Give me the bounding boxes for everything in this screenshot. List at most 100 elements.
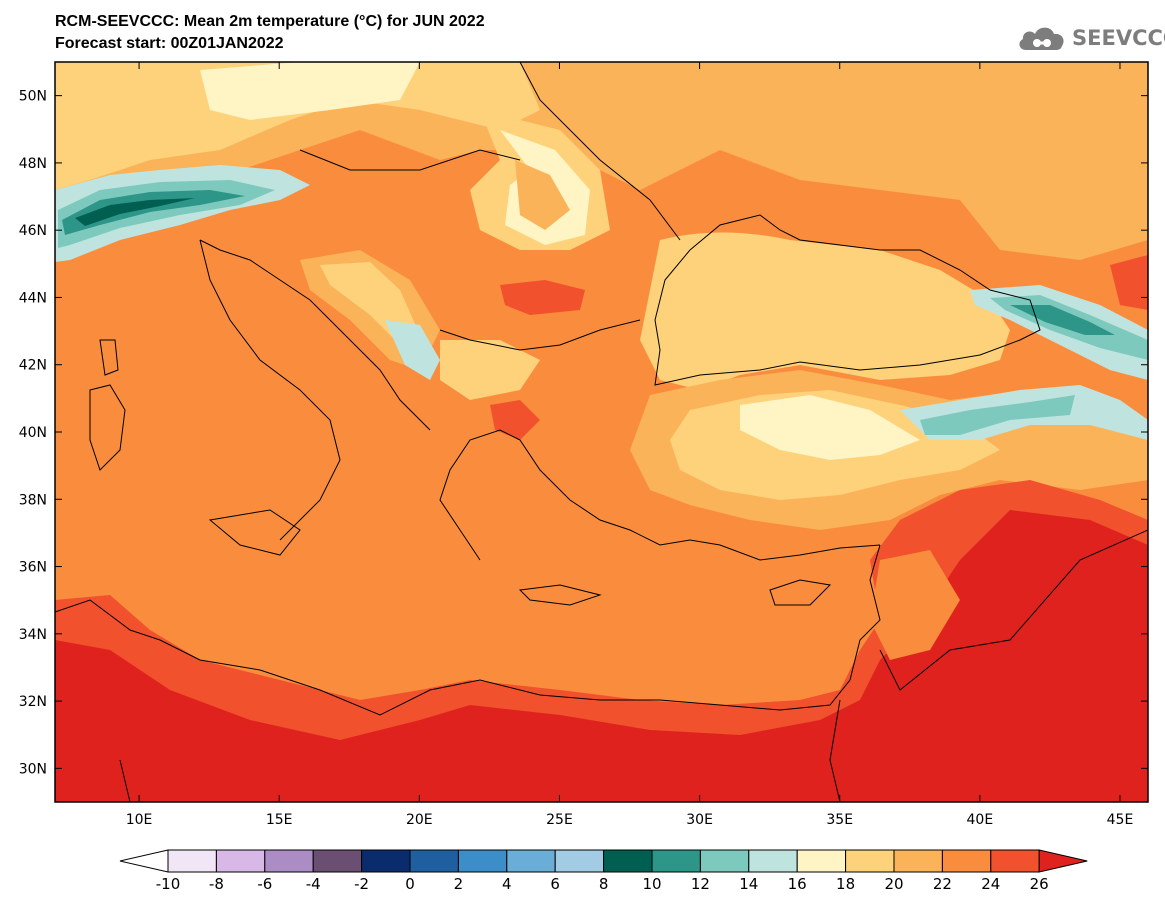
colorbar-swatch [748, 849, 798, 873]
colorbar-label: -6 [257, 875, 272, 893]
colorbar-label: 0 [405, 875, 415, 893]
colorbar-label: 16 [788, 875, 807, 893]
colorbar-swatch [312, 849, 363, 873]
seevccc-logo: SEEVCCC [1016, 20, 1165, 56]
coastline-north-africa [55, 544, 881, 716]
region-18-20-balkan-interior [440, 340, 540, 400]
lat-tick-label: 46N [19, 223, 47, 239]
colorbar-swatch [167, 849, 217, 873]
colorbar-label: 2 [454, 875, 464, 893]
region-26-plus-south [55, 510, 1148, 802]
colorbar-label: 20 [884, 875, 903, 893]
lat-tick-label: 50N [19, 89, 47, 105]
colorbar-label: 22 [933, 875, 952, 893]
colorbar-swatch [796, 849, 847, 873]
map-field [55, 62, 1148, 802]
colorbar-swatch [457, 849, 508, 873]
colorbar-swatch [603, 849, 653, 873]
colorbar-label: 6 [550, 875, 560, 893]
colorbar-swatch [845, 849, 895, 873]
lat-tick-label: 30N [19, 761, 47, 777]
lat-tick-label: 48N [19, 156, 47, 172]
region-14-16-montenegro [385, 320, 440, 380]
region-10-12-alps [62, 190, 245, 235]
colorbar-label: -8 [209, 875, 224, 893]
coastline-corsica [99, 339, 119, 376]
colorbar-swatch [893, 849, 943, 873]
colorbar-swatch [409, 849, 459, 873]
colorbar-label: -10 [156, 875, 181, 893]
border-libya [119, 759, 131, 802]
border-egypt [829, 699, 841, 802]
region-18-20-centraleurope [55, 62, 540, 190]
border-balkans [439, 319, 641, 351]
lat-tick-label: 32N [19, 694, 47, 710]
region-24-26-macedonia [490, 400, 540, 440]
cloud-icon [1019, 27, 1064, 50]
lon-tick-label: 20E [406, 812, 433, 828]
coastline-sardinia [89, 384, 126, 471]
lat-tick-label: 40N [19, 425, 47, 441]
colorbar-label: 12 [691, 875, 710, 893]
colorbar-swatch [699, 849, 750, 873]
axis-ticks: 10E 15E 20E 25E 30E 35E 40E 45E 30N 32N 34N 36N 38N 4… [19, 62, 1148, 828]
colorbar-label: 10 [642, 875, 661, 893]
forecast-start-label: Forecast start: 00Z01JAN2022 [55, 35, 284, 52]
lon-tick-label: 25E [546, 812, 573, 828]
colorbar-swatch [264, 849, 314, 873]
region-10-12-caucasus [1010, 305, 1115, 335]
region-12-14-east-anatolia [920, 395, 1075, 435]
region-20-22-carpathian-basin [515, 160, 570, 230]
lon-tick-label: 10E [126, 812, 153, 828]
coastline-adriatic-east [199, 239, 431, 431]
region-24-26-danube-plain [500, 280, 585, 315]
border-ukraine [519, 62, 681, 241]
colorbar-label: 4 [502, 875, 512, 893]
coastline-crete [518, 584, 602, 606]
lat-tick-label: 42N [19, 358, 47, 374]
border-middle-east [879, 529, 1148, 691]
border-central-europe [299, 149, 521, 171]
lat-tick-label: 38N [19, 492, 47, 508]
colorbar-label: -2 [354, 875, 369, 893]
colorbar-swatch [651, 849, 701, 873]
region-16-18-anatolia [740, 395, 920, 460]
lon-tick-label: 15E [266, 812, 293, 828]
lon-tick-label: 40E [967, 812, 994, 828]
colorbar-high-arrow [1038, 849, 1088, 873]
coastline-sicily [208, 509, 301, 556]
colorbar-label: 8 [599, 875, 609, 893]
coastlines [55, 62, 1148, 802]
colorbar-swatch [361, 849, 411, 873]
logo-text: SEEVCCC [1072, 26, 1165, 50]
colorbar-label: 26 [1030, 875, 1049, 893]
region-18-20-black-sea [640, 232, 1010, 390]
coastline-black-sea [654, 214, 1041, 386]
colorbar-low-arrow [119, 849, 169, 873]
colorbar-swatch [506, 849, 556, 873]
colorbar-label: 24 [981, 875, 1000, 893]
region-24-26-caspian [1110, 255, 1148, 310]
coastline-anatolia-greece [439, 429, 881, 561]
lat-tick-label: 44N [19, 290, 47, 306]
colorbar: -10 -8 -6 -4 -2 0 2 4 6 8 10 12 14 16 18 20 22 24 26 [119, 849, 1088, 893]
lat-tick-label: 34N [19, 627, 47, 643]
lon-tick-label: 30E [686, 812, 713, 828]
lon-tick-label: 35E [826, 812, 853, 828]
coastline-cyprus [769, 579, 832, 606]
colorbar-label: 18 [836, 875, 855, 893]
colorbar-label: 14 [739, 875, 758, 893]
colorbar-swatch [990, 849, 1040, 873]
colorbar-swatch [215, 849, 266, 873]
region-16-18-alps-north [200, 62, 420, 120]
colorbar-swatch [554, 849, 605, 873]
colorbar-swatch [941, 849, 992, 873]
coastline-italy [199, 239, 341, 541]
map-title: RCM-SEEVCCC: Mean 2m temperature (°C) fo… [55, 13, 485, 30]
lon-tick-label: 45E [1107, 812, 1134, 828]
colorbar-label: -4 [306, 875, 321, 893]
lat-tick-label: 36N [19, 560, 47, 576]
region-22-24-levant [870, 550, 960, 660]
region-8-10-alps [75, 198, 195, 226]
